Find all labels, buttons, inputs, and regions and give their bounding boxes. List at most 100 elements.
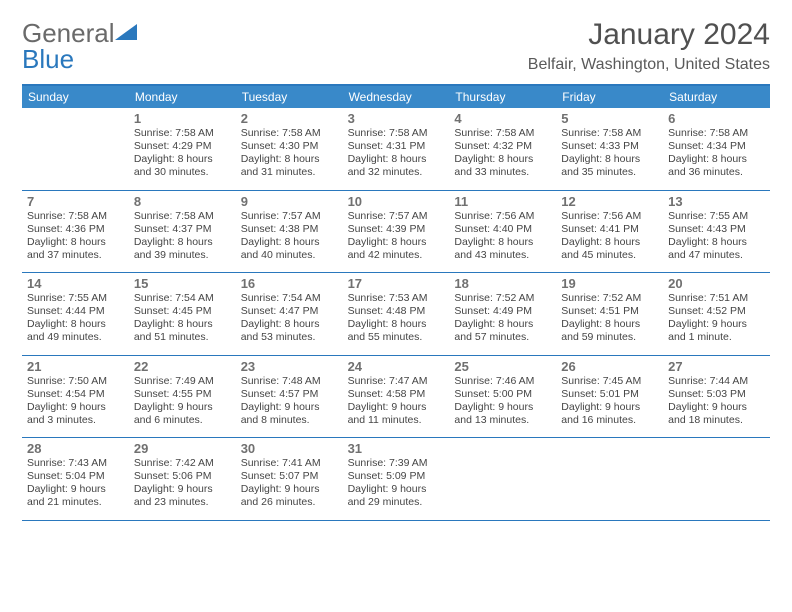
daylight-line: Daylight: 9 hours — [668, 318, 765, 331]
daylight-line: and 11 minutes. — [348, 414, 445, 427]
daylight-line: Daylight: 8 hours — [348, 318, 445, 331]
day-cell: 14Sunrise: 7:55 AMSunset: 4:44 PMDayligh… — [22, 273, 129, 355]
day-number: 29 — [134, 441, 231, 456]
daylight-line: and 30 minutes. — [134, 166, 231, 179]
day-cell: 13Sunrise: 7:55 AMSunset: 4:43 PMDayligh… — [663, 191, 770, 273]
sunrise-line: Sunrise: 7:46 AM — [454, 375, 551, 388]
day-cell: 10Sunrise: 7:57 AMSunset: 4:39 PMDayligh… — [343, 191, 450, 273]
day-number: 6 — [668, 111, 765, 126]
daylight-line: Daylight: 8 hours — [454, 236, 551, 249]
day-cell — [556, 438, 663, 520]
daylight-line: and 47 minutes. — [668, 249, 765, 262]
sunrise-line: Sunrise: 7:57 AM — [348, 210, 445, 223]
day-number: 26 — [561, 359, 658, 374]
day-cell: 7Sunrise: 7:58 AMSunset: 4:36 PMDaylight… — [22, 191, 129, 273]
daylight-line: Daylight: 8 hours — [668, 236, 765, 249]
daylight-line: and 26 minutes. — [241, 496, 338, 509]
daylight-line: Daylight: 8 hours — [348, 236, 445, 249]
sunrise-line: Sunrise: 7:56 AM — [561, 210, 658, 223]
day-number: 13 — [668, 194, 765, 209]
sunrise-line: Sunrise: 7:58 AM — [241, 127, 338, 140]
sunset-line: Sunset: 4:30 PM — [241, 140, 338, 153]
sunrise-line: Sunrise: 7:52 AM — [561, 292, 658, 305]
logo-text-2: Blue — [22, 44, 74, 74]
daylight-line: and 8 minutes. — [241, 414, 338, 427]
sunrise-line: Sunrise: 7:58 AM — [134, 127, 231, 140]
day-number: 18 — [454, 276, 551, 291]
sunset-line: Sunset: 4:41 PM — [561, 223, 658, 236]
sunset-line: Sunset: 4:57 PM — [241, 388, 338, 401]
sunset-line: Sunset: 4:32 PM — [454, 140, 551, 153]
daylight-line: and 35 minutes. — [561, 166, 658, 179]
week-row: 1Sunrise: 7:58 AMSunset: 4:29 PMDaylight… — [22, 108, 770, 191]
day-number: 17 — [348, 276, 445, 291]
daylight-line: Daylight: 9 hours — [27, 483, 124, 496]
sunset-line: Sunset: 4:31 PM — [348, 140, 445, 153]
day-number: 16 — [241, 276, 338, 291]
sunrise-line: Sunrise: 7:48 AM — [241, 375, 338, 388]
day-number: 28 — [27, 441, 124, 456]
sunset-line: Sunset: 4:51 PM — [561, 305, 658, 318]
day-number: 8 — [134, 194, 231, 209]
daylight-line: Daylight: 9 hours — [668, 401, 765, 414]
week-row: 7Sunrise: 7:58 AMSunset: 4:36 PMDaylight… — [22, 191, 770, 274]
daylight-line: Daylight: 9 hours — [454, 401, 551, 414]
daylight-line: and 6 minutes. — [134, 414, 231, 427]
sunrise-line: Sunrise: 7:58 AM — [454, 127, 551, 140]
day-cell: 30Sunrise: 7:41 AMSunset: 5:07 PMDayligh… — [236, 438, 343, 520]
day-header: Tuesday — [236, 86, 343, 108]
day-cell: 31Sunrise: 7:39 AMSunset: 5:09 PMDayligh… — [343, 438, 450, 520]
day-number: 3 — [348, 111, 445, 126]
week-row: 14Sunrise: 7:55 AMSunset: 4:44 PMDayligh… — [22, 273, 770, 356]
day-cell: 11Sunrise: 7:56 AMSunset: 4:40 PMDayligh… — [449, 191, 556, 273]
sunrise-line: Sunrise: 7:52 AM — [454, 292, 551, 305]
day-cell: 23Sunrise: 7:48 AMSunset: 4:57 PMDayligh… — [236, 356, 343, 438]
sunrise-line: Sunrise: 7:42 AM — [134, 457, 231, 470]
daylight-line: and 37 minutes. — [27, 249, 124, 262]
calendar: Sunday Monday Tuesday Wednesday Thursday… — [22, 84, 770, 521]
title-block: January 2024 Belfair, Washington, United… — [528, 18, 770, 74]
daylight-line: and 1 minute. — [668, 331, 765, 344]
daylight-line: and 40 minutes. — [241, 249, 338, 262]
day-number: 10 — [348, 194, 445, 209]
week-row: 21Sunrise: 7:50 AMSunset: 4:54 PMDayligh… — [22, 356, 770, 439]
day-cell: 1Sunrise: 7:58 AMSunset: 4:29 PMDaylight… — [129, 108, 236, 190]
sunrise-line: Sunrise: 7:43 AM — [27, 457, 124, 470]
day-number: 22 — [134, 359, 231, 374]
daylight-line: and 3 minutes. — [27, 414, 124, 427]
sunset-line: Sunset: 5:06 PM — [134, 470, 231, 483]
day-cell: 28Sunrise: 7:43 AMSunset: 5:04 PMDayligh… — [22, 438, 129, 520]
daylight-line: Daylight: 9 hours — [27, 401, 124, 414]
daylight-line: and 21 minutes. — [27, 496, 124, 509]
day-number: 9 — [241, 194, 338, 209]
sunrise-line: Sunrise: 7:50 AM — [27, 375, 124, 388]
sunset-line: Sunset: 4:55 PM — [134, 388, 231, 401]
daylight-line: and 55 minutes. — [348, 331, 445, 344]
day-number: 7 — [27, 194, 124, 209]
sunrise-line: Sunrise: 7:45 AM — [561, 375, 658, 388]
sunrise-line: Sunrise: 7:54 AM — [241, 292, 338, 305]
daylight-line: Daylight: 8 hours — [241, 236, 338, 249]
daylight-line: and 42 minutes. — [348, 249, 445, 262]
logo-triangle-icon — [115, 18, 137, 44]
sunset-line: Sunset: 4:47 PM — [241, 305, 338, 318]
day-header: Thursday — [449, 86, 556, 108]
day-number: 11 — [454, 194, 551, 209]
daylight-line: and 39 minutes. — [134, 249, 231, 262]
daylight-line: Daylight: 9 hours — [561, 401, 658, 414]
day-header: Monday — [129, 86, 236, 108]
sunrise-line: Sunrise: 7:41 AM — [241, 457, 338, 470]
sunrise-line: Sunrise: 7:58 AM — [668, 127, 765, 140]
day-number: 21 — [27, 359, 124, 374]
logo: General Blue — [22, 18, 137, 72]
daylight-line: Daylight: 9 hours — [134, 401, 231, 414]
daylight-line: Daylight: 8 hours — [561, 153, 658, 166]
sunset-line: Sunset: 4:45 PM — [134, 305, 231, 318]
day-cell: 22Sunrise: 7:49 AMSunset: 4:55 PMDayligh… — [129, 356, 236, 438]
day-number: 14 — [27, 276, 124, 291]
day-cell: 9Sunrise: 7:57 AMSunset: 4:38 PMDaylight… — [236, 191, 343, 273]
day-cell — [663, 438, 770, 520]
sunset-line: Sunset: 4:39 PM — [348, 223, 445, 236]
daylight-line: Daylight: 9 hours — [348, 401, 445, 414]
day-cell: 20Sunrise: 7:51 AMSunset: 4:52 PMDayligh… — [663, 273, 770, 355]
